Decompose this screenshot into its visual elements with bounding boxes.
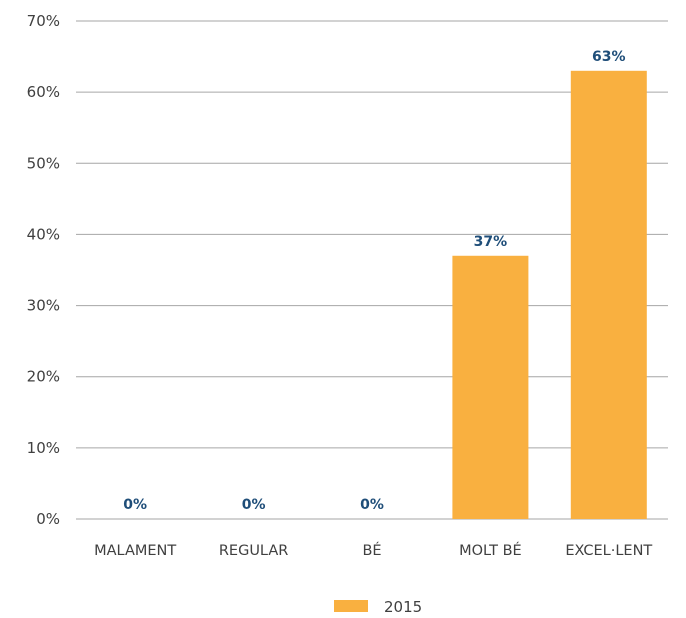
data-label-malament: 0% <box>123 497 147 513</box>
y-tick-label-10: 10% <box>27 439 60 457</box>
data-label-excel-lent: 63% <box>592 49 626 65</box>
x-axis-category-labels: MALAMENT REGULAR BÉ MOLT BÉ EXCEL·LENT <box>94 542 652 559</box>
y-tick-label-70: 70% <box>27 12 60 30</box>
data-label-b-: 0% <box>360 497 384 513</box>
y-tick-label-50: 50% <box>27 154 60 172</box>
legend: 2015 <box>334 598 422 616</box>
category-label-b-: BÉ <box>362 542 381 559</box>
bars <box>452 70 647 520</box>
data-labels: 0% 0% 0% 37% 63% <box>123 49 625 513</box>
y-tick-label-20: 20% <box>27 368 60 386</box>
y-tick-label-40: 40% <box>27 225 60 243</box>
bar-excel-lent <box>570 70 647 520</box>
category-label-molt-b-: MOLT BÉ <box>459 542 522 559</box>
y-tick-label-0: 0% <box>36 510 60 528</box>
y-tick-label-30: 30% <box>27 297 60 315</box>
data-label-molt-b-: 37% <box>474 234 508 250</box>
legend-label-2015: 2015 <box>384 598 422 616</box>
category-label-malament: MALAMENT <box>94 543 176 559</box>
y-axis-tick-labels: 0% 10% 20% 30% 40% 50% 60% 70% <box>27 12 60 528</box>
category-label-regular: REGULAR <box>219 543 289 559</box>
y-tick-label-60: 60% <box>27 83 60 101</box>
grid-lines <box>76 20 668 520</box>
legend-swatch-2015 <box>334 600 368 612</box>
bar-molt-b- <box>452 255 529 519</box>
category-label-excel-lent: EXCEL·LENT <box>565 543 652 559</box>
data-label-regular: 0% <box>242 497 266 513</box>
